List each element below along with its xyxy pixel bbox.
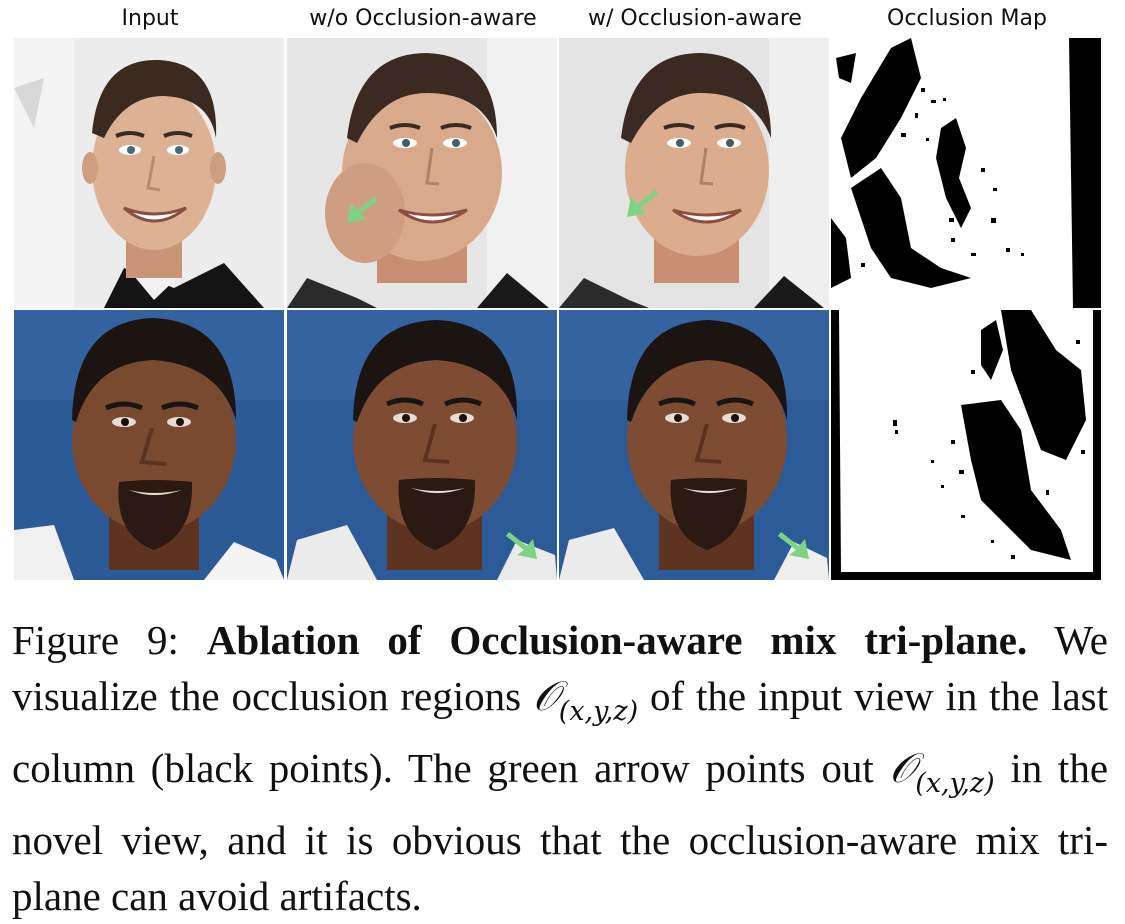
column-header-occlusion-map: Occlusion Map <box>887 6 1047 31</box>
caption-title: Ablation of Occlusion-aware mix tri-plan… <box>206 617 1028 663</box>
occlusion-symbol-2: 𝒪(x,y,z) <box>889 744 995 799</box>
caption-text-1: We visualize the occlusion regions <box>12 617 1109 719</box>
row1-occlusion-map <box>831 38 1101 308</box>
caption-label: Figure 9: <box>12 617 179 663</box>
caption-text-2: of the input view in the last column (bl… <box>12 673 1109 791</box>
row2-without-occlusion-photo <box>287 310 557 580</box>
occlusion-symbol: 𝒪(x,y,z) <box>532 672 639 727</box>
row2-with-occlusion-photo <box>559 310 829 580</box>
row1-with-occlusion-photo <box>559 38 829 308</box>
column-header-wo-occlusion: w/o Occlusion-aware <box>309 6 537 31</box>
green-arrow-icon <box>778 532 809 559</box>
row1-input-photo <box>14 38 284 308</box>
green-arrow-icon <box>506 532 537 559</box>
figure-9: Input w/o Occlusion-aware w/ Occlusion-a… <box>12 6 1108 919</box>
row2-occlusion-map <box>831 310 1101 580</box>
row1-without-occlusion-photo <box>287 38 557 308</box>
green-arrow-icon <box>347 196 378 223</box>
row2-input-photo <box>14 310 284 580</box>
column-header-w-occlusion: w/ Occlusion-aware <box>588 6 802 31</box>
column-header-input: Input <box>121 6 179 31</box>
figure-caption: Figure 9: Ablation of Occlusion-aware mi… <box>12 612 1108 924</box>
green-arrow-icon <box>627 190 658 217</box>
